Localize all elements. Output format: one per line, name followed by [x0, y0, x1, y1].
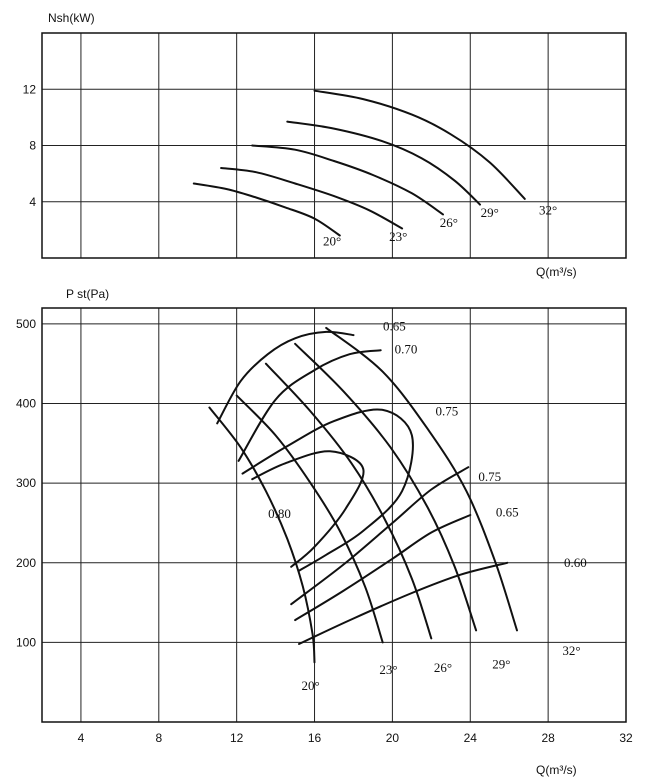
pressure-label-0-70: 0.70 [395, 341, 418, 356]
power-curve-23deg [220, 167, 404, 230]
pressure-curve-26deg [264, 362, 433, 640]
pressure-x-tick-label: 24 [464, 731, 478, 745]
pressure-label-32deg: 32° [562, 643, 580, 658]
pressure-x-tick-label: 16 [308, 731, 322, 745]
power-curve-labels: 20° 23° 26° 29° 32° [323, 202, 557, 248]
pressure-curve-0-60 [298, 561, 509, 645]
power-curve-20deg [192, 182, 341, 237]
pressure-gridlines [42, 308, 626, 722]
pressure-y-tick-label: 500 [16, 317, 36, 331]
pressure-curve-20deg [208, 406, 316, 664]
power-y-tick-label: 8 [29, 139, 36, 153]
pressure-label-0-75: 0.75 [436, 403, 459, 418]
pressure-y-tick-label: 300 [16, 476, 36, 490]
pressure-curve-0-65 [294, 514, 472, 622]
pressure-x-tick-label: 20 [386, 731, 400, 745]
power-plot-frame [41, 32, 627, 259]
pressure-curve-32deg [325, 326, 518, 632]
pressure-label-29deg: 29° [492, 657, 510, 672]
pressure-x-axis-title: Q(m³/s) [536, 763, 577, 777]
pressure-y-tick-label: 400 [16, 397, 36, 411]
power-curve-26deg [251, 144, 444, 216]
pressure-y-tick-labels: 100 200 300 400 500 [16, 317, 36, 649]
pressure-curve-0-65 [216, 330, 355, 425]
pressure-curve-labels: 0.65 0.70 0.75 0.80 0.75 0.65 0.60 20° 23° 26° 29°… [268, 318, 587, 693]
power-x-axis-title: Q(m³/s) [536, 265, 577, 279]
power-label-23deg: 23° [389, 229, 407, 244]
pressure-x-tick-labels: 4 8 12 16 20 24 28 32 [78, 731, 633, 745]
pressure-curve-0-80 [251, 450, 365, 568]
pressure-plot-frame [41, 307, 627, 723]
pressure-label-0-65: 0.65 [496, 505, 519, 520]
pressure-curve-0-75 [241, 408, 414, 572]
pressure-label-0-65: 0.65 [383, 318, 406, 333]
power-label-20deg: 20° [323, 233, 341, 248]
pressure-x-tick-label: 28 [541, 731, 555, 745]
power-label-29deg: 29° [481, 205, 499, 220]
pressure-curve-0-75 [290, 466, 470, 606]
pressure-x-tick-label: 32 [619, 731, 633, 745]
pressure-x-tick-label: 8 [155, 731, 162, 745]
pressure-label-23deg: 23° [379, 662, 397, 677]
power-curve-32deg [313, 89, 526, 200]
power-gridlines [42, 33, 626, 258]
power-curve-29deg [286, 120, 481, 206]
power-label-32deg: 32° [539, 202, 557, 217]
pressure-label-0-80: 0.80 [268, 506, 291, 521]
power-y-axis-title: Nsh(kW) [48, 11, 95, 25]
pressure-x-tick-label: 4 [78, 731, 85, 745]
power-chart: Nsh(kW) Q(m³/s) 4 8 12 20° 23° 26° 29° 32° [23, 11, 627, 279]
pressure-curve-0-70 [237, 349, 382, 462]
pressure-label-0-60: 0.60 [564, 555, 587, 570]
power-curves [192, 89, 526, 237]
pressure-y-axis-title: P st(Pa) [66, 287, 109, 301]
pressure-label-0-75: 0.75 [478, 469, 501, 484]
power-y-tick-label: 12 [23, 82, 37, 96]
power-y-tick-label: 4 [29, 195, 36, 209]
pressure-label-26deg: 26° [434, 660, 452, 675]
pressure-label-20deg: 20° [302, 678, 320, 693]
pressure-y-tick-label: 200 [16, 556, 36, 570]
pressure-curves [208, 326, 518, 664]
power-y-tick-labels: 4 8 12 [23, 82, 37, 209]
pressure-curve-23deg [235, 394, 384, 644]
pressure-curve-29deg [294, 342, 478, 632]
pressure-x-tick-label: 12 [230, 731, 244, 745]
pressure-chart: P st(Pa) Q(m³/s) 100 200 300 400 500 4 8 12 16 2… [16, 287, 633, 777]
power-label-26deg: 26° [440, 215, 458, 230]
pressure-y-tick-label: 100 [16, 635, 36, 649]
